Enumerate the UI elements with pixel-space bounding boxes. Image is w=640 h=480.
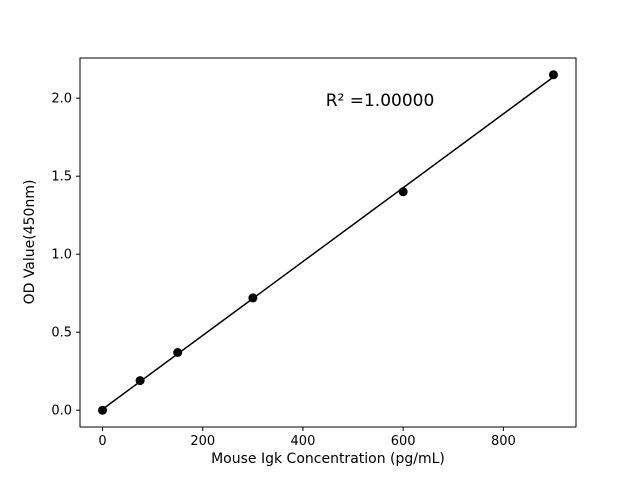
data-point	[135, 376, 145, 386]
x-tick-label: 0	[98, 434, 106, 449]
y-axis-label: OD Value(450nm)	[22, 179, 38, 305]
data-point	[173, 347, 183, 357]
x-tick-label: 200	[190, 434, 215, 449]
y-tick-label: 1.0	[51, 248, 72, 263]
data-point	[398, 187, 408, 197]
y-tick-label: 1.5	[51, 170, 72, 185]
y-tick-label: 2.0	[51, 92, 72, 107]
x-tick-label: 400	[291, 434, 316, 449]
x-axis-label: Mouse Igk Concentration (pg/mL)	[211, 451, 445, 467]
x-tick-label: 800	[491, 434, 516, 449]
data-point	[98, 405, 108, 415]
data-point	[248, 293, 258, 303]
fit-line	[102, 76, 554, 410]
data-point	[548, 70, 558, 80]
axes-frame	[79, 57, 577, 428]
y-tick-label: 0.0	[51, 404, 72, 419]
r-squared-annotation: R² =1.00000	[325, 91, 435, 111]
x-tick-label: 600	[391, 434, 416, 449]
y-tick-label: 0.5	[51, 326, 72, 341]
